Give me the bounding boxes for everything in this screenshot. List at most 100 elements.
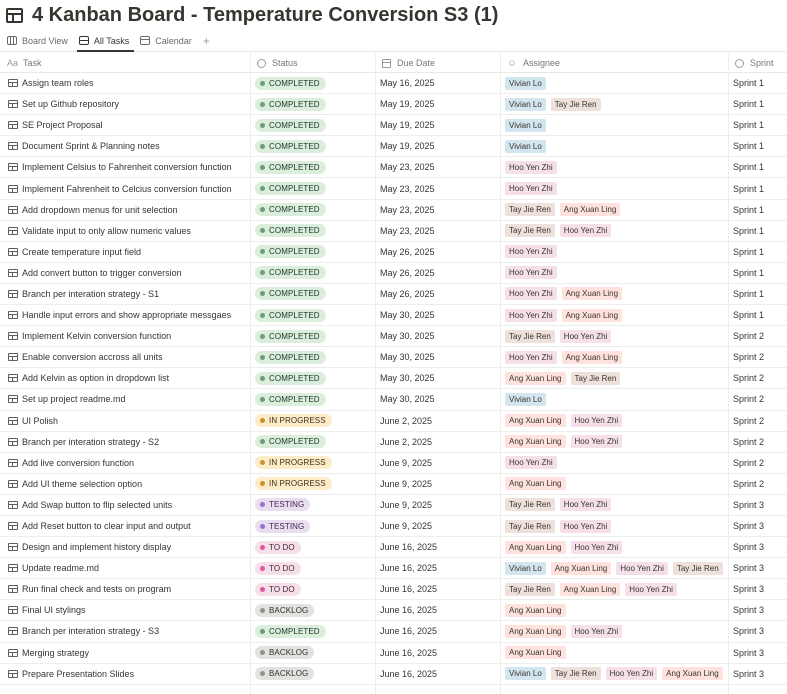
sprint-cell[interactable]: Sprint 3 — [733, 605, 765, 616]
status-cell[interactable]: COMPLETED — [250, 200, 375, 220]
status-cell[interactable]: TESTING — [250, 516, 375, 536]
column-header-due-date[interactable]: Due Date — [375, 53, 500, 73]
due-date-cell[interactable]: May 23, 2025 — [380, 225, 435, 236]
sprint-cell[interactable]: Sprint 1 — [733, 183, 765, 194]
due-date-cell[interactable]: May 26, 2025 — [380, 246, 435, 257]
assignee-cell[interactable]: Tay Jie Ren Hoo Yen Zhi — [500, 516, 728, 536]
table-row[interactable]: Prepare Presentation Slides BACKLOG June 1… — [0, 664, 787, 685]
due-date-cell[interactable]: May 19, 2025 — [380, 120, 435, 131]
sprint-cell[interactable]: Sprint 1 — [733, 78, 765, 89]
status-cell[interactable]: IN PROGRESS — [250, 411, 375, 431]
status-cell[interactable]: TO DO — [250, 558, 375, 578]
assignee-cell[interactable]: Ang Xuan Ling — [500, 643, 728, 663]
task-cell[interactable]: Add dropdown menus for unit selection — [0, 200, 250, 220]
sprint-cell[interactable]: Sprint 2 — [733, 352, 765, 363]
due-date-cell[interactable]: June 16, 2025 — [380, 563, 438, 574]
sprint-cell[interactable]: Sprint 2 — [733, 457, 765, 468]
status-cell[interactable]: IN PROGRESS — [250, 474, 375, 494]
task-cell[interactable]: Document Sprint & Planning notes — [0, 136, 250, 156]
sprint-cell[interactable]: Sprint 1 — [733, 141, 765, 152]
due-date-cell[interactable]: May 26, 2025 — [380, 288, 435, 299]
table-row[interactable]: Handle input errors and show appropriate… — [0, 305, 787, 327]
assignee-cell[interactable]: Vivian Lo — [500, 73, 728, 93]
tab-calendar[interactable]: Calendar — [140, 30, 199, 51]
task-cell[interactable]: Merging strategy — [0, 643, 250, 663]
task-name[interactable]: Final UI stylings — [22, 605, 86, 616]
sprint-cell[interactable]: Sprint 2 — [733, 478, 765, 489]
assignee-cell[interactable]: Tay Jie Ren Ang Xuan Ling — [500, 200, 728, 220]
task-name[interactable]: Implement Celsius to Fahrenheit conversi… — [22, 162, 232, 173]
status-cell[interactable]: COMPLETED — [250, 389, 375, 409]
assignee-cell[interactable]: Vivian Lo — [500, 115, 728, 135]
column-header-assignee[interactable]: ☺ Assignee — [500, 53, 728, 73]
task-name[interactable]: UI Polish — [22, 415, 59, 426]
task-name[interactable]: Merging strategy — [22, 647, 90, 658]
table-row[interactable]: Add Swap button to flip selected units TE… — [0, 495, 787, 516]
sprint-cell[interactable]: Sprint 3 — [733, 563, 765, 574]
assignee-cell[interactable]: Ang Xuan Ling — [500, 600, 728, 620]
status-cell[interactable]: IN PROGRESS — [250, 453, 375, 473]
due-date-cell[interactable]: June 16, 2025 — [380, 668, 438, 679]
task-name[interactable]: Set up project readme.md — [22, 394, 126, 405]
column-header-task[interactable]: Aa Task — [0, 53, 250, 73]
task-cell[interactable]: Design and implement history display — [0, 537, 250, 557]
task-cell[interactable]: Final UI stylings — [0, 600, 250, 620]
task-name[interactable]: Branch per interation strategy - S2 — [22, 436, 160, 447]
task-name[interactable]: Add convert button to trigger conversion — [22, 267, 182, 278]
table-row[interactable]: Validate input to only allow numeric val… — [0, 221, 787, 242]
sprint-cell[interactable]: Sprint 1 — [733, 246, 765, 257]
table-row[interactable]: Add convert button to trigger conversion… — [0, 263, 787, 284]
task-name[interactable]: Add UI theme selection option — [22, 478, 143, 489]
due-date-cell[interactable]: May 19, 2025 — [380, 141, 435, 152]
task-cell[interactable]: Create temperature input field — [0, 242, 250, 262]
table-row[interactable]: Create temperature input field COMPLETED M… — [0, 242, 787, 263]
due-date-cell[interactable]: May 30, 2025 — [380, 310, 435, 321]
assignee-cell[interactable]: Vivian Lo Tay Jie Ren Hoo Yen Zhi Ang Xuan … — [500, 664, 728, 684]
due-date-cell[interactable]: June 16, 2025 — [380, 647, 438, 658]
table-row[interactable]: Add dropdown menus for unit selection COM… — [0, 200, 787, 221]
task-name[interactable]: Add Reset button to clear input and outp… — [22, 521, 191, 532]
task-cell[interactable]: Implement Fahrenheit to Celcius conversi… — [0, 178, 250, 198]
table-row[interactable]: Add Kelvin as option in dropdown list COM… — [0, 368, 787, 390]
sprint-cell[interactable]: Sprint 1 — [733, 310, 765, 321]
task-name[interactable]: Update readme.md — [22, 563, 100, 574]
assignee-cell[interactable]: Hoo Yen Zhi — [500, 157, 728, 177]
sprint-cell[interactable]: Sprint 3 — [733, 521, 765, 532]
status-cell[interactable]: COMPLETED — [250, 432, 375, 452]
task-cell[interactable]: Prepare Presentation Slides — [0, 664, 250, 684]
column-header-sprint[interactable]: Sprint — [728, 53, 787, 73]
table-row[interactable]: Merging strategy BACKLOG June 16, 2025 Ang … — [0, 643, 787, 664]
table-row[interactable]: Add Reset button to clear input and outp… — [0, 516, 787, 538]
table-row[interactable]: Enable conversion accross all units COMPL… — [0, 347, 787, 369]
due-date-cell[interactable]: May 30, 2025 — [380, 331, 435, 342]
table-row[interactable]: Implement Kelvin conversion function COMP… — [0, 326, 787, 348]
task-cell[interactable]: Branch per interation strategy - S2 — [0, 432, 250, 452]
task-name[interactable]: Implement Fahrenheit to Celcius conversi… — [22, 183, 232, 194]
sprint-cell[interactable]: Sprint 3 — [733, 668, 765, 679]
due-date-cell[interactable]: May 30, 2025 — [380, 352, 435, 363]
due-date-cell[interactable]: June 16, 2025 — [380, 626, 438, 637]
task-cell[interactable]: Run final check and tests on program — [0, 579, 250, 599]
assignee-cell[interactable]: Vivian Lo Tay Jie Ren — [500, 94, 728, 114]
add-view-button[interactable]: + — [203, 30, 210, 51]
task-cell[interactable]: Add Kelvin as option in dropdown list — [0, 368, 250, 388]
table-row[interactable]: Assign team roles COMPLETED May 16, 2025 Vi… — [0, 73, 787, 95]
task-cell[interactable]: Validate input to only allow numeric val… — [0, 221, 250, 241]
task-name[interactable]: Implement Kelvin conversion function — [22, 331, 172, 342]
tab-all-tasks[interactable]: All Tasks — [76, 30, 136, 52]
assignee-cell[interactable]: Tay Jie Ren Ang Xuan Ling Hoo Yen Zhi — [500, 579, 728, 599]
task-name[interactable]: Set up Github repository — [22, 99, 120, 110]
assignee-cell[interactable]: Hoo Yen Zhi — [500, 453, 728, 473]
task-name[interactable]: Prepare Presentation Slides — [22, 668, 135, 679]
task-name[interactable]: SE Project Proposal — [22, 120, 103, 131]
table-row[interactable]: Branch per interation strategy - S2 COMPL… — [0, 432, 787, 453]
table-row[interactable]: Branch per interation strategy - S3 COMPL… — [0, 621, 787, 643]
tab-board-view[interactable]: Board View — [7, 30, 75, 51]
task-name[interactable]: Branch per interation strategy - S3 — [22, 626, 160, 637]
task-cell[interactable]: Assign team roles — [0, 73, 250, 93]
task-name[interactable]: Create temperature input field — [22, 246, 142, 257]
sprint-cell[interactable]: Sprint 3 — [733, 626, 765, 637]
assignee-cell[interactable]: Vivian Lo — [500, 136, 728, 156]
table-row[interactable]: Add UI theme selection option IN PROGRESS… — [0, 474, 787, 495]
task-name[interactable]: Add dropdown menus for unit selection — [22, 204, 178, 215]
